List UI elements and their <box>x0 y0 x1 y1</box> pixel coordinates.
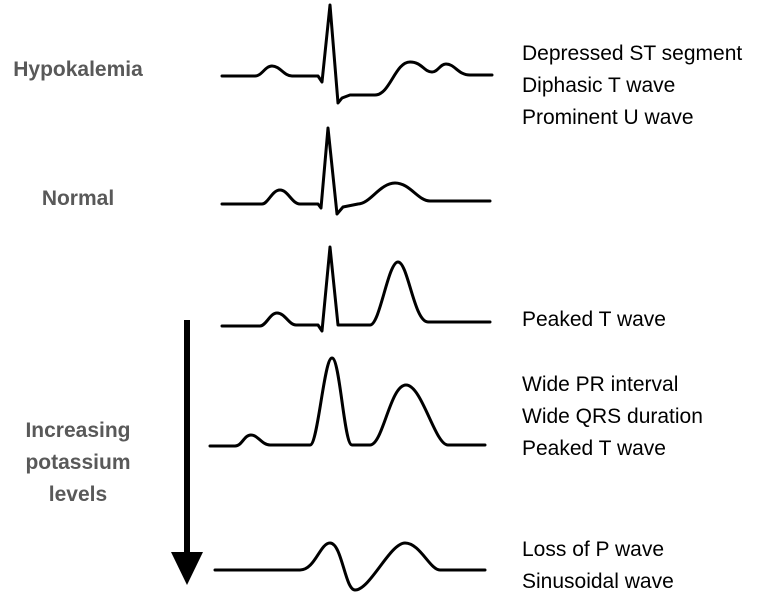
arrow-label: levels <box>49 483 107 506</box>
row-note: Wide PR interval <box>522 373 678 396</box>
row-note: Diphasic T wave <box>522 74 675 97</box>
row-note: Depressed ST segment <box>522 42 742 65</box>
row-note: Peaked T wave <box>522 437 666 460</box>
row-note: Sinusoidal wave <box>522 570 674 593</box>
ecg-hypokalemia <box>220 3 494 105</box>
ecg-normal <box>220 126 492 216</box>
ecg-wide <box>208 356 487 448</box>
ecg-sinusoidal <box>213 541 487 592</box>
arrow-label: potassium <box>25 451 130 474</box>
row-label: Hypokalemia <box>13 58 143 81</box>
row-note: Prominent U wave <box>522 106 694 129</box>
row-label: Normal <box>42 187 114 210</box>
arrow-head <box>171 552 203 585</box>
row-note: Peaked T wave <box>522 308 666 331</box>
ecg-peaked-t <box>220 245 492 333</box>
arrow-label: Increasing <box>25 419 130 442</box>
row-note: Wide QRS duration <box>522 405 703 428</box>
row-note: Loss of P wave <box>522 538 664 561</box>
